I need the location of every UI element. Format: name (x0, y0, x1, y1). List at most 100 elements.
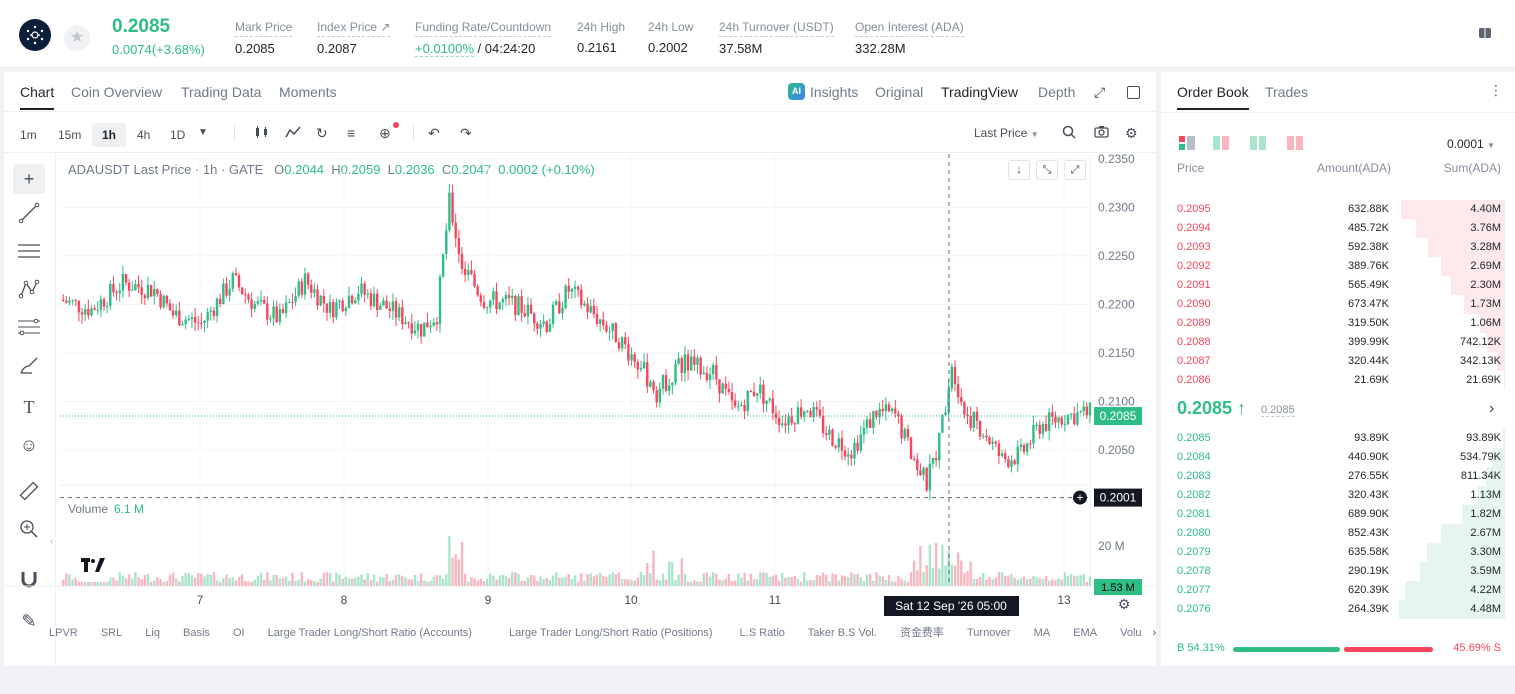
timeframe-1m[interactable]: 1m (20, 128, 37, 142)
layout-bids-icon[interactable] (1250, 136, 1266, 155)
indicator-oi[interactable]: OI (233, 627, 245, 639)
view-original[interactable]: Original (875, 84, 924, 100)
window-icon[interactable] (1127, 86, 1140, 99)
indicator-lpvr[interactable]: LPVR (49, 627, 78, 639)
axis-settings-icon: ⚙ (1118, 596, 1131, 612)
search-icon[interactable] (1062, 125, 1076, 142)
indicator-volume[interactable]: Volu (1120, 627, 1142, 639)
expand-icon[interactable]: ⤢ (1094, 84, 1106, 100)
timeframe-dropdown-icon[interactable]: ▼ (198, 127, 208, 138)
indicator-basis[interactable]: Basis (183, 627, 210, 639)
bid-row[interactable]: 0.2084 440.90K 534.79K (1161, 448, 1515, 467)
horizontal-lines-icon[interactable] (13, 240, 45, 270)
indicators-icon[interactable] (285, 125, 301, 142)
indicator-lt-positions[interactable]: Large Trader Long/Short Ratio (Positions… (508, 627, 713, 639)
ask-row[interactable]: 0.2092 389.76K 2.69M (1161, 257, 1515, 276)
ask-row[interactable]: 0.2087 320.44K 342.13K (1161, 352, 1515, 371)
bid-row[interactable]: 0.2078 290.19K 3.59M (1161, 562, 1515, 581)
timeframe-4h[interactable]: 4h (137, 128, 151, 142)
candle-body (1041, 423, 1045, 434)
bid-row[interactable]: 0.2077 620.39K 4.22M (1161, 581, 1515, 600)
ask-row[interactable]: 0.2090 673.47K 1.73M (1161, 295, 1515, 314)
layout-split-icon[interactable] (1213, 136, 1229, 155)
bid-row[interactable]: 0.2083 276.55K 811.34K (1161, 467, 1515, 486)
indicator-turnover[interactable]: Turnover (966, 627, 1011, 639)
layout-both-icon[interactable] (1179, 136, 1195, 155)
depth-bar (1480, 314, 1505, 333)
text-tool-icon[interactable]: T (23, 397, 35, 417)
bid-row[interactable]: 0.2085 93.89K 93.89K (1161, 429, 1515, 448)
tab-order-book[interactable]: Order Book (1177, 84, 1249, 110)
collapse-tools-icon[interactable]: ‹ (50, 536, 54, 547)
tab-trades[interactable]: Trades (1265, 84, 1309, 100)
more-options-icon[interactable]: ⋮ (1489, 82, 1503, 98)
chevron-right-icon[interactable]: › (1489, 400, 1495, 417)
precision-select[interactable]: 0.0001 ▼ (1447, 137, 1495, 151)
layout-asks-icon[interactable] (1287, 136, 1303, 155)
indicator-taker[interactable]: Taker B.S Vol. (807, 627, 877, 639)
indicator-ls-ratio[interactable]: L.S Ratio (739, 627, 785, 639)
settings-gear-icon[interactable]: ⚙ (1125, 125, 1138, 141)
indicator-srl[interactable]: SRL (100, 627, 123, 639)
zoom-icon[interactable] (13, 518, 45, 548)
timeframe-1d[interactable]: 1D (170, 128, 186, 142)
templates-icon[interactable]: ≡ (347, 125, 356, 141)
view-depth[interactable]: Depth (1038, 84, 1076, 100)
pattern-icon[interactable] (13, 278, 45, 308)
stat-index-price[interactable]: Index Price ↗ 0.2087 (317, 20, 391, 56)
indicator-liq[interactable]: Liq (145, 627, 160, 639)
tab-coin-overview[interactable]: Coin Overview (71, 84, 163, 100)
price-chart[interactable]: 0.23500.23000.22500.22000.21500.21000.20… (4, 154, 1156, 694)
row-sum: 4.48M (1470, 603, 1501, 615)
ask-row[interactable]: 0.2093 592.38K 3.28M (1161, 238, 1515, 257)
ask-row[interactable]: 0.2089 319.50K 1.06M (1161, 314, 1515, 333)
add-alert-icon[interactable]: ⊕ (379, 122, 399, 142)
volume-bar (146, 573, 150, 586)
bid-row[interactable]: 0.2079 635.58K 3.30M (1161, 543, 1515, 562)
bid-row[interactable]: 0.2081 689.90K 1.82M (1161, 505, 1515, 524)
emoji-icon[interactable]: ☺ (19, 435, 39, 455)
ask-row[interactable]: 0.2086 21.69K 21.69K (1161, 371, 1515, 390)
indicator-ema[interactable]: EMA (1073, 627, 1098, 639)
ruler-icon[interactable] (13, 480, 45, 510)
favorite-star-icon[interactable]: ★ (64, 25, 90, 51)
fib-retracement-icon[interactable] (13, 316, 45, 346)
timeframe-15m[interactable]: 15m (58, 128, 82, 142)
ask-row[interactable]: 0.2091 565.49K 2.30M (1161, 276, 1515, 295)
indicator-next-icon[interactable]: › (1152, 627, 1157, 639)
camera-icon[interactable] (1094, 125, 1109, 141)
tab-chart[interactable]: Chart (20, 84, 55, 110)
view-insights[interactable]: Insights (810, 84, 859, 100)
view-tradingview[interactable]: TradingView (941, 84, 1019, 100)
book-icon[interactable] (1478, 26, 1498, 44)
crosshair-icon[interactable]: + (13, 164, 45, 194)
candle-body (394, 301, 398, 318)
ask-row[interactable]: 0.2095 632.88K 4.40M (1161, 200, 1515, 219)
pencil-icon[interactable]: ✎ (21, 611, 37, 631)
indicator-ma[interactable]: MA (1033, 627, 1051, 639)
undo-icon[interactable]: ↶ (428, 125, 440, 141)
ask-row[interactable]: 0.2088 399.99K 742.12K (1161, 333, 1515, 352)
volume-bar (1013, 577, 1016, 586)
timeframe-1h[interactable]: 1h (92, 123, 126, 147)
ask-row[interactable]: 0.2094 485.72K 3.76M (1161, 219, 1515, 238)
scroll-down-icon[interactable]: ↓ (1008, 160, 1030, 180)
indicator-funding[interactable]: 资金费率 (899, 626, 944, 639)
brush-icon[interactable] (13, 354, 45, 384)
row-amount: 620.39K (1348, 584, 1389, 596)
bid-row[interactable]: 0.2080 852.43K 2.67M (1161, 524, 1515, 543)
replay-icon[interactable]: ↻ (316, 125, 328, 141)
row-amount: 632.88K (1348, 203, 1389, 215)
tab-trading-data[interactable]: Trading Data (181, 84, 262, 100)
indicator-lt-accounts[interactable]: Large Trader Long/Short Ratio (Accounts) (267, 627, 472, 639)
volume-bar (83, 579, 87, 586)
bid-row[interactable]: 0.2082 320.43K 1.13M (1161, 486, 1515, 505)
candle-type-icon[interactable] (254, 125, 270, 142)
bid-row[interactable]: 0.2076 264.39K 4.48M (1161, 600, 1515, 619)
trendline-icon[interactable] (13, 202, 45, 232)
collapse-icon[interactable]: ⤡ (1036, 160, 1058, 180)
price-source-select[interactable]: Last Price ▼ (974, 126, 1039, 140)
volume-bar (322, 573, 326, 586)
tab-moments[interactable]: Moments (279, 84, 337, 100)
redo-icon[interactable]: ↷ (460, 125, 472, 141)
